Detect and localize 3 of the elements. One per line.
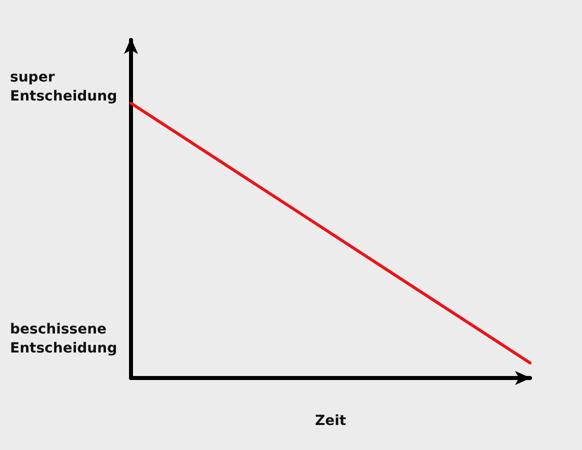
annotation: super Entscheidung [10, 70, 118, 104]
annotation: beschissene Entscheidung [10, 322, 118, 356]
x-axis-title: Zeit [314, 413, 346, 429]
